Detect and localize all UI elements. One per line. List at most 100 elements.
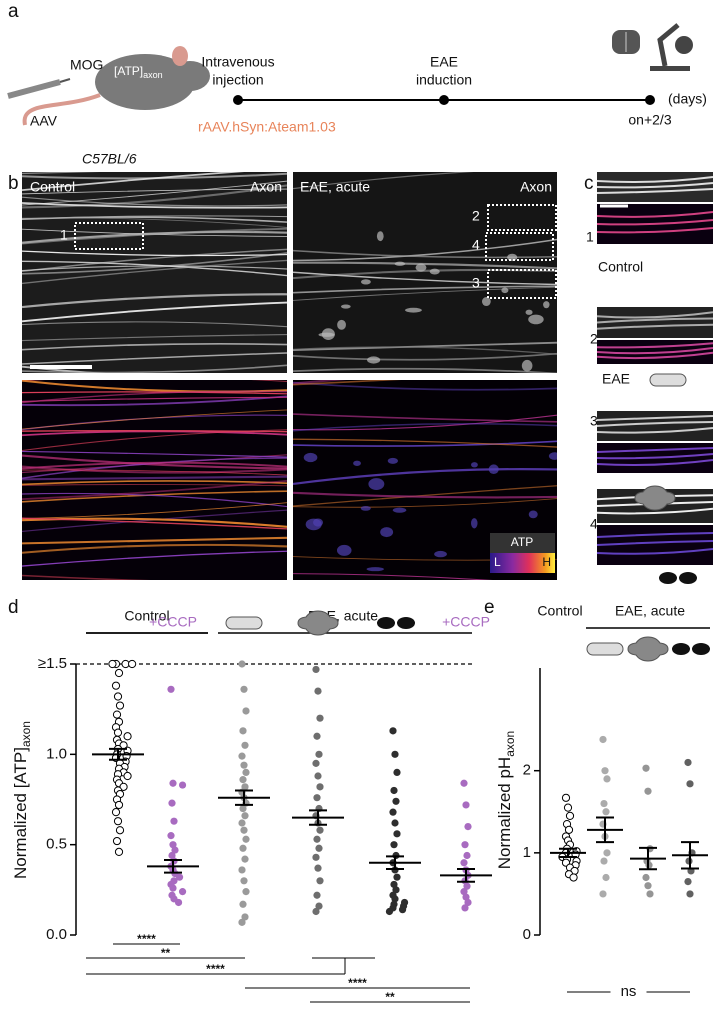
y-axis-label: Normalized [ATP]axon <box>11 721 33 879</box>
cell-blob <box>471 518 478 529</box>
cell-blob <box>336 544 352 556</box>
timeline-dot <box>645 95 655 105</box>
data-point <box>128 659 137 669</box>
data-point <box>123 732 132 741</box>
cell-blob <box>340 304 351 309</box>
axon-streak <box>293 341 557 351</box>
tile-label: Control <box>30 179 75 195</box>
axon-streak <box>22 475 287 481</box>
axon-streak <box>596 447 714 453</box>
data-point <box>313 732 321 740</box>
axon-streak <box>293 491 557 499</box>
shape-icon <box>397 617 415 629</box>
axon-streak <box>22 252 287 275</box>
data-point <box>167 685 175 693</box>
shape-icon <box>627 636 669 662</box>
image-texture <box>22 380 287 580</box>
strain: C57BL/6 <box>82 151 137 167</box>
data-point <box>242 768 250 777</box>
axon-streak <box>22 343 287 351</box>
shape-icon <box>679 572 697 584</box>
axon-streak <box>22 469 287 476</box>
data-point <box>113 692 123 701</box>
roi-label: 2 <box>472 208 480 224</box>
shape-icon <box>692 643 710 655</box>
sem-bar <box>164 859 182 874</box>
data-point <box>460 859 468 867</box>
axon-streak <box>22 250 287 257</box>
data-point <box>316 783 324 791</box>
roi-box <box>487 204 557 231</box>
panel-label: c <box>584 173 594 194</box>
cell-blob <box>405 307 422 313</box>
image-texture <box>293 380 557 580</box>
axon-streak <box>22 429 287 433</box>
data-point <box>391 895 399 903</box>
axon-streak <box>293 172 474 190</box>
cell-blob <box>501 287 509 294</box>
data-point <box>240 761 248 769</box>
axon-streak <box>22 364 287 373</box>
data-point <box>168 799 176 807</box>
data-point <box>238 819 246 827</box>
brain-icon <box>612 30 640 54</box>
cell-blob <box>321 328 335 341</box>
data-point <box>313 794 321 802</box>
axon-streak <box>293 380 402 386</box>
data-point <box>313 891 321 899</box>
axon-streak <box>293 573 493 580</box>
data-point <box>642 764 650 772</box>
data-point <box>462 893 470 901</box>
data-point <box>464 898 472 907</box>
data-point <box>239 727 247 735</box>
data-point <box>241 913 249 921</box>
sem-bar <box>386 855 404 871</box>
axon-streak <box>22 395 287 407</box>
axon-streak <box>22 536 287 545</box>
timeline-dot <box>233 95 243 105</box>
axon-streak <box>293 285 557 294</box>
data-point <box>174 898 183 907</box>
shape-icon <box>634 485 676 511</box>
data-point <box>112 710 122 719</box>
axon-streak <box>293 367 557 373</box>
row-number: 1 <box>586 229 594 245</box>
cell-blob <box>525 309 533 315</box>
data-point <box>239 844 247 852</box>
y-axis-label-sub: axon <box>503 731 517 757</box>
cell-blob <box>368 478 385 490</box>
cell-blob <box>488 464 499 475</box>
group-label: Control <box>537 603 582 619</box>
sem-bar <box>596 816 614 844</box>
row-caption: EAE <box>602 371 630 387</box>
axon-streak <box>22 574 151 580</box>
data-point <box>390 841 398 849</box>
data-point <box>601 767 609 775</box>
row-number: 2 <box>590 331 598 347</box>
data-point <box>108 659 117 669</box>
y-axis-label-text: Normalized [ATP] <box>11 747 30 879</box>
axon-streak <box>22 479 287 501</box>
timeline-label: Intravenous <box>201 54 274 70</box>
aav: AAV <box>30 113 58 129</box>
sem-bar <box>559 847 577 858</box>
colorbar-high: H <box>542 555 551 569</box>
sem-bar <box>639 846 657 871</box>
y-axis-label-text: Normalized pH <box>495 757 514 869</box>
axon-streak <box>22 396 287 402</box>
sig-label: ** <box>385 990 395 1004</box>
cell-blob <box>337 319 346 330</box>
mouse-body <box>95 54 195 110</box>
data-point <box>239 776 247 784</box>
shape-icon <box>659 572 677 584</box>
axon-streak <box>596 182 714 189</box>
axon-streak <box>596 540 714 546</box>
data-point <box>392 797 400 805</box>
data-point <box>111 681 121 690</box>
data-point <box>114 800 124 810</box>
row-number: 4 <box>590 516 598 532</box>
data-point <box>602 808 610 816</box>
unit: (days) <box>668 91 707 107</box>
data-point <box>167 832 175 840</box>
